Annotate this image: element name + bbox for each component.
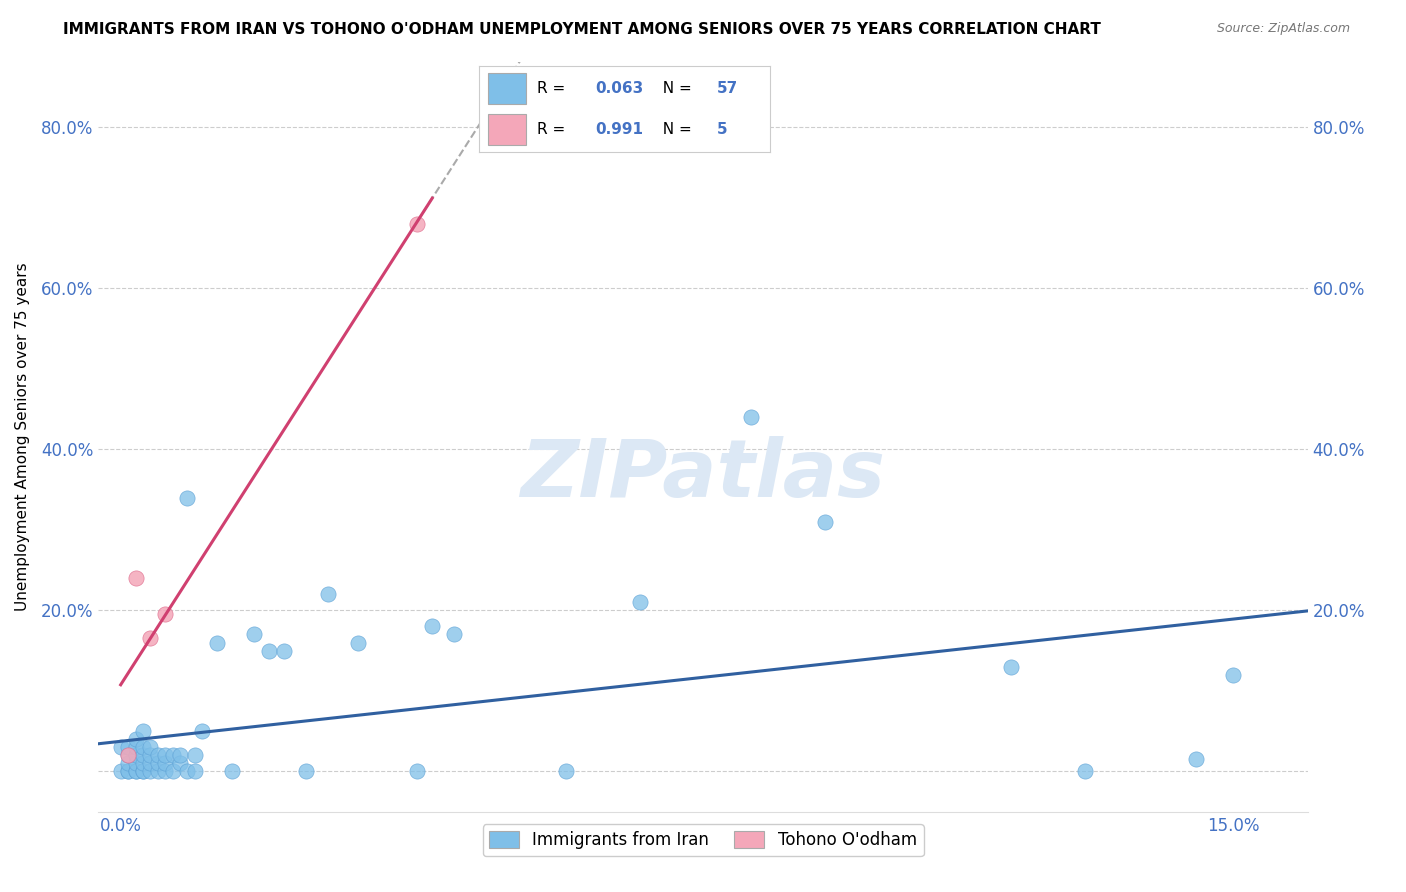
Point [153,607,176,622]
Point [117,764,139,779]
Point [110,764,132,779]
Text: Source: ZipAtlas.com: Source: ZipAtlas.com [1216,22,1350,36]
Point [132,764,155,779]
Point [132,764,155,779]
Legend: Immigrants from Iran, Tohono O'odham: Immigrants from Iran, Tohono O'odham [482,824,924,855]
Point [443,627,465,641]
Point [169,756,191,771]
Point [124,732,146,747]
Point [1000,659,1022,673]
Text: ZIPatlas: ZIPatlas [520,435,886,514]
Point [406,217,429,231]
Point [273,643,295,657]
Point [347,635,370,649]
Point [162,748,184,763]
Point [162,764,184,779]
Point [1185,752,1208,766]
Point [176,764,198,779]
Point [295,764,318,779]
Point [146,756,169,771]
Point [146,748,169,763]
Point [132,740,155,755]
Point [139,748,162,763]
Point [554,764,576,779]
Point [318,587,340,601]
Y-axis label: Unemployment Among Seniors over 75 years: Unemployment Among Seniors over 75 years [15,263,30,611]
Point [139,740,162,755]
Point [191,724,214,739]
Point [124,764,146,779]
Point [124,764,146,779]
Point [205,635,228,649]
Point [132,756,155,771]
Point [124,571,146,585]
Point [1074,764,1097,779]
Point [139,632,162,646]
Point [176,491,198,505]
Point [153,748,176,763]
Point [117,764,139,779]
Point [117,748,139,763]
Point [740,409,762,424]
Point [139,756,162,771]
Point [153,756,176,771]
Point [146,764,169,779]
Point [117,756,139,771]
Point [124,756,146,771]
Point [110,740,132,755]
Point [257,643,280,657]
Text: IMMIGRANTS FROM IRAN VS TOHONO O'ODHAM UNEMPLOYMENT AMONG SENIORS OVER 75 YEARS : IMMIGRANTS FROM IRAN VS TOHONO O'ODHAM U… [63,22,1101,37]
Point [221,764,243,779]
Point [169,748,191,763]
Point [132,748,155,763]
Point [117,748,139,763]
Point [1222,667,1244,681]
Point [406,764,429,779]
Point [124,740,146,755]
Point [132,724,155,739]
Point [153,764,176,779]
Point [184,764,207,779]
Point [628,595,651,609]
Point [124,748,146,763]
Point [243,627,266,641]
Point [139,764,162,779]
Point [117,740,139,755]
Point [814,515,837,529]
Point [184,748,207,763]
Point [420,619,443,633]
